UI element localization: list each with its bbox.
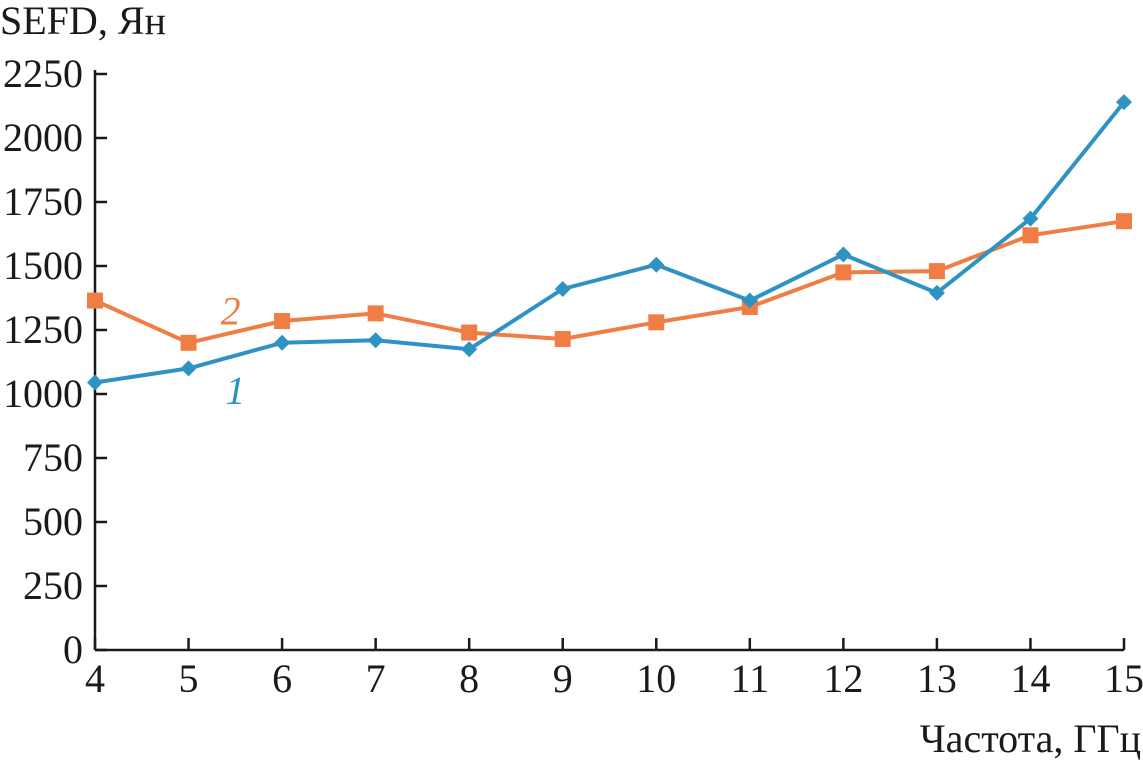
data-point: [835, 264, 852, 281]
data-point: [180, 334, 197, 351]
x-axis-title: Частота, ГГц: [920, 716, 1141, 761]
data-point: [87, 374, 103, 391]
data-point: [1116, 94, 1132, 111]
x-tick-label: 4: [85, 656, 105, 701]
series-label-layer: 12: [221, 289, 246, 413]
data-point: [928, 263, 945, 280]
data-point: [274, 313, 291, 330]
y-tick-label: 750: [23, 435, 83, 480]
data-point: [648, 256, 665, 273]
data-point: [1022, 210, 1039, 227]
y-tick-label: 0: [63, 627, 83, 672]
series-1: [87, 94, 1132, 391]
x-tick-label: 6: [272, 656, 292, 701]
series-2-line: [94, 219, 1125, 345]
x-tick-label: 9: [553, 656, 573, 701]
data-point: [741, 292, 758, 309]
data-point: [648, 314, 665, 331]
data-point: [461, 324, 478, 341]
series-1-label: 1: [225, 368, 245, 413]
y-tick-label: 2250: [3, 51, 83, 96]
x-tick-label: 15: [1104, 656, 1143, 701]
y-axis-title: SEFD, Ян: [0, 0, 166, 43]
data-point: [554, 330, 571, 347]
x-tick-label: 12: [823, 656, 863, 701]
y-tick-label: 2000: [3, 115, 83, 160]
data-point: [1116, 213, 1132, 230]
data-point: [274, 334, 291, 351]
data-point: [87, 292, 103, 309]
data-point: [180, 360, 197, 377]
x-tick-label: 11: [731, 656, 770, 701]
y-tick-label: 1750: [3, 179, 83, 224]
series-2-label: 2: [221, 289, 241, 334]
series-2: [87, 213, 1132, 351]
data-point: [835, 246, 852, 263]
x-tick-label: 5: [179, 656, 199, 701]
y-tick-label: 1500: [3, 243, 83, 288]
x-tick-label: 10: [636, 656, 676, 701]
y-tick-label: 500: [23, 499, 83, 544]
y-tick-label: 250: [23, 563, 83, 608]
data-point: [928, 284, 945, 301]
data-point: [367, 305, 384, 322]
series-layer: [87, 94, 1132, 391]
data-point: [367, 332, 384, 349]
y-tick-label: 1000: [3, 371, 83, 416]
x-tick-label: 13: [917, 656, 957, 701]
data-point: [554, 281, 571, 298]
series-1-line: [94, 100, 1126, 385]
x-tick-label: 14: [1010, 656, 1050, 701]
x-tick-label: 8: [459, 656, 479, 701]
axes: 0 250 500 750 1000 1250 1500 1750 2000 2250 4 5 6 7 8 9…: [3, 51, 1143, 701]
data-point: [461, 341, 478, 358]
y-tick-label: 1250: [3, 307, 83, 352]
data-point: [1022, 227, 1039, 244]
x-tick-label: 7: [366, 656, 386, 701]
